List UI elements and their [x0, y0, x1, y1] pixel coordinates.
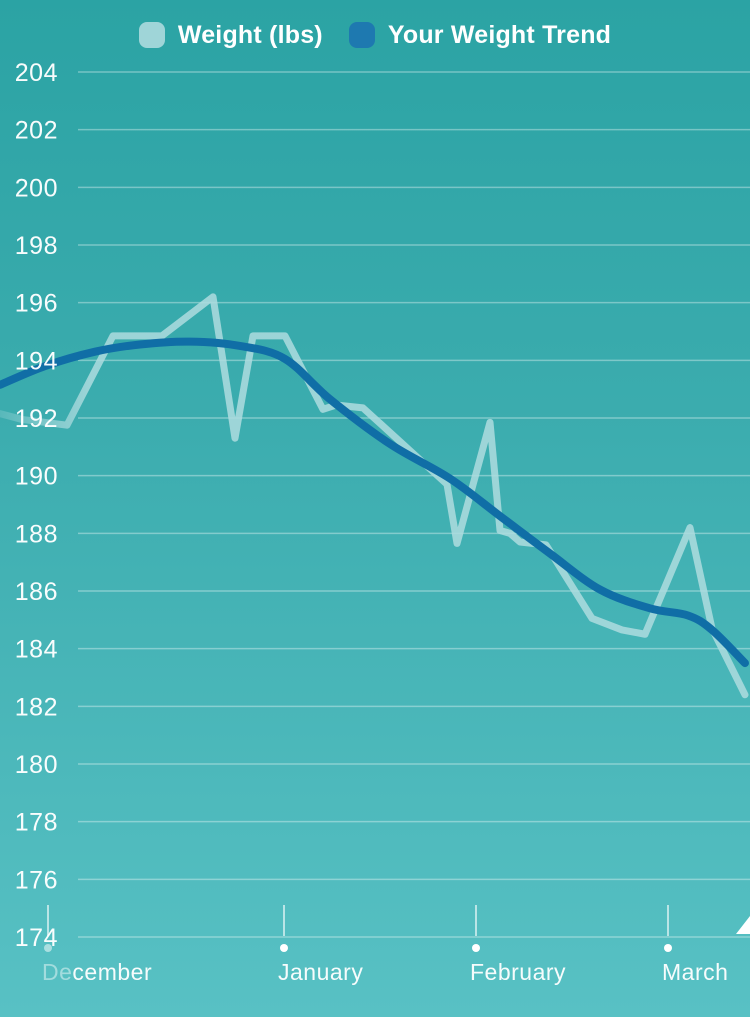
month-label-january: January [278, 959, 363, 985]
y-axis-label-186: 186 [15, 578, 58, 606]
y-axis-label-182: 182 [15, 693, 58, 721]
y-axis-label-180: 180 [15, 751, 58, 779]
month-label-march: March [662, 959, 728, 985]
y-axis-label-190: 190 [15, 463, 58, 491]
weight-line [0, 293, 749, 699]
y-axis-label-204: 204 [15, 59, 58, 87]
trend-series-swatch-icon [348, 22, 375, 48]
month-label-february: February [470, 959, 566, 985]
legend-item-trend: Your Weight Trend [348, 20, 612, 50]
axis-corner-triangle [736, 916, 750, 934]
chart-legend: Weight (lbs) Your Weight Trend [0, 20, 750, 50]
y-axis-label-188: 188 [15, 520, 58, 548]
y-axis-label-192: 192 [15, 405, 58, 433]
y-axis-label-184: 184 [15, 636, 58, 664]
y-axis-label-178: 178 [15, 809, 58, 837]
weight-series-label: Weight (lbs) [177, 20, 323, 49]
trend-line [0, 337, 749, 668]
month-label-december: December [42, 959, 152, 985]
legend-item-weight: Weight (lbs) [138, 20, 323, 50]
trend-series-label: Your Weight Trend [387, 20, 612, 49]
y-axis-label-198: 198 [15, 232, 58, 260]
weight-series-swatch-icon [138, 22, 165, 48]
month-dot-march [664, 944, 672, 952]
month-dot-december [44, 944, 52, 952]
y-axis-label-196: 196 [15, 290, 58, 318]
y-axis-label-202: 202 [15, 117, 58, 145]
month-dot-february [472, 944, 480, 952]
y-axis-label-200: 200 [15, 174, 58, 202]
month-dot-january [280, 944, 288, 952]
y-axis-label-174: 174 [15, 924, 58, 952]
y-axis-label-176: 176 [15, 866, 58, 894]
y-axis-label-194: 194 [15, 347, 58, 375]
